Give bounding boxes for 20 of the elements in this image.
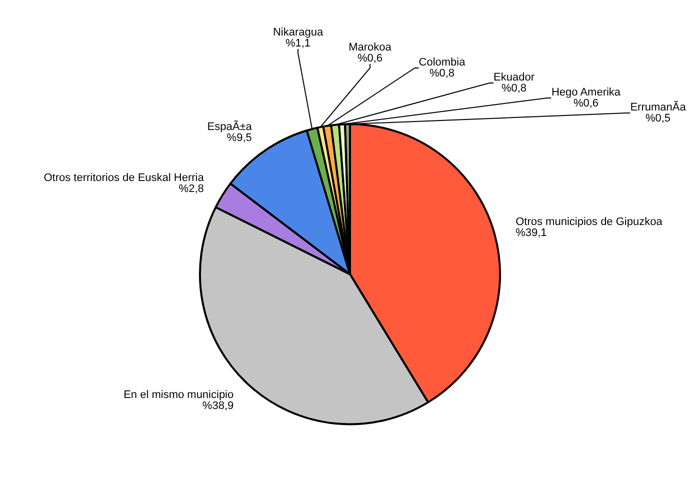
- data-label: %0,5: [645, 112, 671, 124]
- slice-label: Marokoa: [348, 42, 392, 54]
- slice-label: Nikaragua: [272, 26, 324, 38]
- data-label: %38,9: [202, 400, 234, 412]
- data-label: %9,5: [226, 132, 252, 144]
- data-label: %0,6: [357, 52, 383, 64]
- slice-label: Hego Amerika: [551, 86, 622, 98]
- slice-label: En el mismo municipio: [124, 389, 234, 402]
- slice-label: Ekuador: [494, 72, 535, 84]
- slice-label: EspaÃ±a: [207, 120, 253, 134]
- slice-label: Otros territorios de Euskal Herria: [44, 172, 205, 184]
- data-label: %39,1: [516, 227, 547, 240]
- slice-label: Otros municipios de Gipuzkoa: [516, 216, 664, 228]
- data-label: %0,8: [429, 68, 455, 80]
- data-label: %2,8: [178, 182, 204, 195]
- data-label: %0,8: [501, 82, 527, 94]
- slice-label: Colombia: [418, 56, 466, 68]
- slice-label: ErrumanÃa: [630, 100, 687, 114]
- data-label: %1,1: [285, 38, 311, 50]
- data-label: %0,6: [573, 98, 599, 110]
